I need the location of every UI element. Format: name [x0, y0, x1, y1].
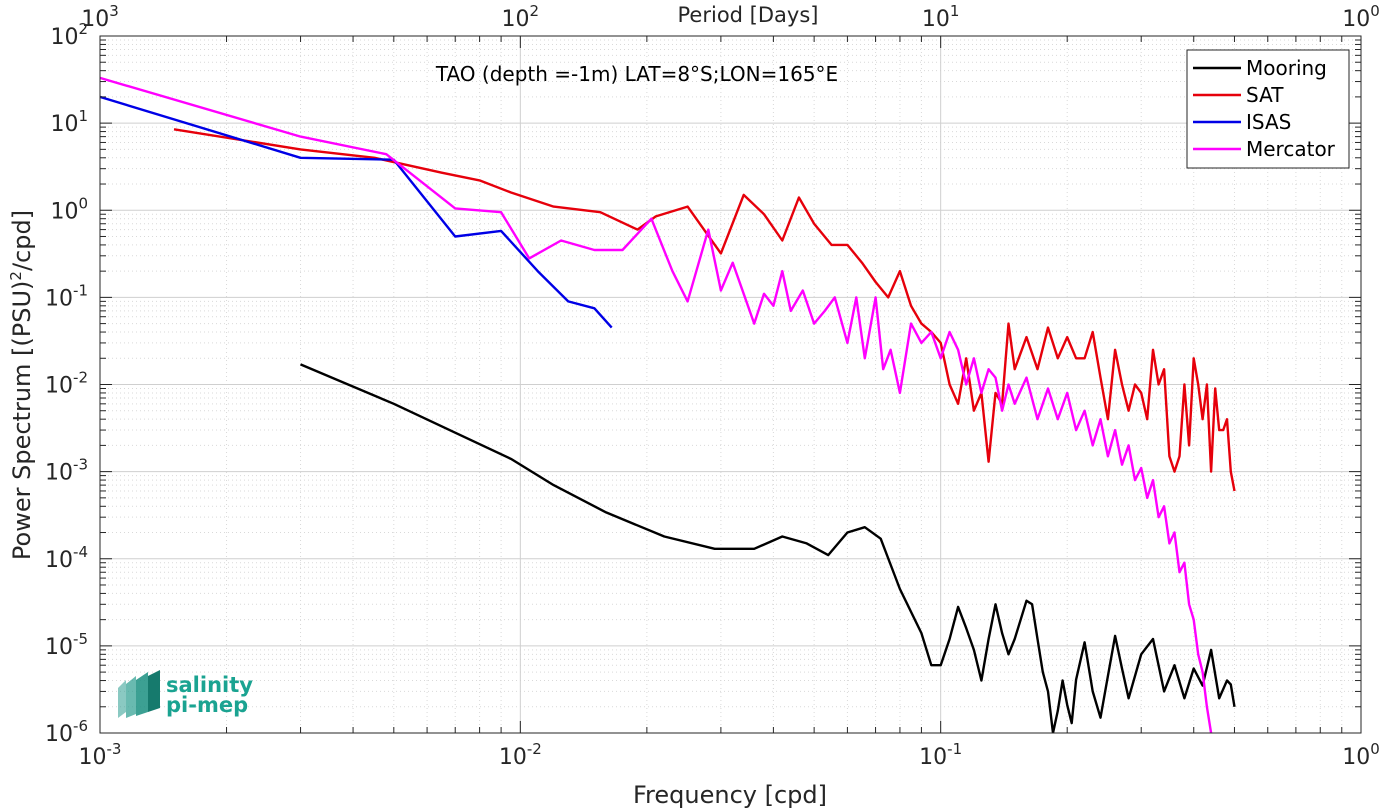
top-tick-label-exp: 1	[950, 2, 960, 20]
y-tick-label-exp: -3	[73, 456, 88, 474]
logo-waves-icon	[118, 670, 160, 718]
legend-label-sat: SAT	[1246, 83, 1284, 107]
y-tick-label-base: 10	[50, 112, 78, 137]
x-tick-label-exp: -2	[527, 740, 542, 758]
y-tick-label-base: 10	[45, 374, 73, 399]
top-tick-label-base: 10	[922, 7, 950, 32]
logo-text-line2: pi-mep	[166, 693, 248, 717]
x-tick-label-exp: -1	[947, 740, 962, 758]
y-tick-label: 10-4	[45, 543, 88, 573]
top-tick-label-base: 10	[81, 7, 109, 32]
top-tick-label-exp: 0	[1370, 2, 1380, 20]
y-tick-label-base: 10	[45, 286, 73, 311]
top-tick-label-base: 10	[502, 7, 530, 32]
y-tick-label-exp: -5	[73, 630, 88, 648]
y-tick-label: 102	[50, 20, 88, 50]
series-line-sat	[173, 128, 1236, 492]
y-tick-label-exp: -6	[73, 717, 88, 735]
y-tick-label-exp: -2	[73, 369, 88, 387]
top-tick-label: 101	[922, 2, 960, 32]
x-tick-label-base: 10	[1342, 745, 1370, 770]
series-line-mooring	[300, 363, 1236, 733]
x-axis-title: Frequency [cpd]	[633, 781, 827, 809]
legend-label-isas: ISAS	[1246, 110, 1291, 134]
ticks-layer	[99, 35, 1362, 734]
top-tick-label-exp: 3	[109, 2, 119, 20]
y-tick-label-exp: -4	[73, 543, 88, 561]
legend-label-mooring: Mooring	[1246, 56, 1327, 80]
y-axis-title-suffix: /cpd]	[8, 210, 36, 271]
logo-text-line1: salinity	[166, 673, 253, 697]
x-tick-label: 10-3	[79, 740, 122, 770]
y-tick-label: 10-5	[45, 630, 88, 660]
y-tick-label-base: 10	[45, 722, 73, 747]
series-line-mercator	[100, 76, 1213, 733]
x-tick-label-base: 10	[79, 745, 107, 770]
y-tick-label-base: 10	[50, 25, 78, 50]
y-axis-title-main: Power Spectrum [(PSU)	[8, 281, 36, 560]
y-axis-title: Power Spectrum [(PSU)2/cpd]	[7, 210, 36, 560]
top-tick-label: 102	[502, 2, 540, 32]
x-tick-label-exp: 0	[1370, 740, 1380, 758]
y-tick-label-exp: 1	[78, 107, 88, 125]
y-tick-label-base: 10	[45, 461, 73, 486]
series-layer	[100, 76, 1236, 733]
y-tick-label-base: 10	[50, 199, 78, 224]
chart-annotation: TAO (depth =-1m) LAT=8°S;LON=165°E	[435, 62, 838, 86]
y-tick-label: 10-3	[45, 456, 88, 486]
y-tick-label: 100	[50, 194, 88, 224]
y-tick-label-exp: 0	[78, 194, 88, 212]
y-tick-label: 10-2	[45, 369, 88, 399]
y-tick-label-exp: -1	[73, 281, 88, 299]
x-tick-label-base: 10	[499, 745, 527, 770]
top-tick-label: 100	[1342, 2, 1380, 32]
x-tick-label: 100	[1342, 740, 1380, 770]
x-tick-label: 10-2	[499, 740, 542, 770]
y-tick-label-base: 10	[45, 635, 73, 660]
y-tick-label-exp: 2	[78, 20, 88, 38]
y-tick-label-base: 10	[45, 548, 73, 573]
top-tick-label-exp: 2	[530, 2, 540, 20]
y-tick-label: 10-1	[45, 281, 88, 311]
top-axis-title: Period [Days]	[678, 3, 819, 27]
x-tick-label: 10-1	[919, 740, 962, 770]
y-tick-label: 101	[50, 107, 88, 137]
top-tick-label-base: 10	[1342, 7, 1370, 32]
x-tick-label-base: 10	[919, 745, 947, 770]
legend: Mooring SAT ISAS Mercator	[1186, 49, 1350, 169]
salinity-pi-mep-logo: salinity pi-mep	[118, 670, 253, 718]
legend-label-mercator: Mercator	[1246, 137, 1336, 161]
series-line-isas	[100, 95, 613, 329]
x-tick-label-exp: -3	[107, 740, 122, 758]
y-axis-title-exponent: 2	[7, 271, 25, 281]
y-tick-label: 10-6	[45, 717, 88, 747]
top-tick-label: 103	[81, 2, 119, 32]
